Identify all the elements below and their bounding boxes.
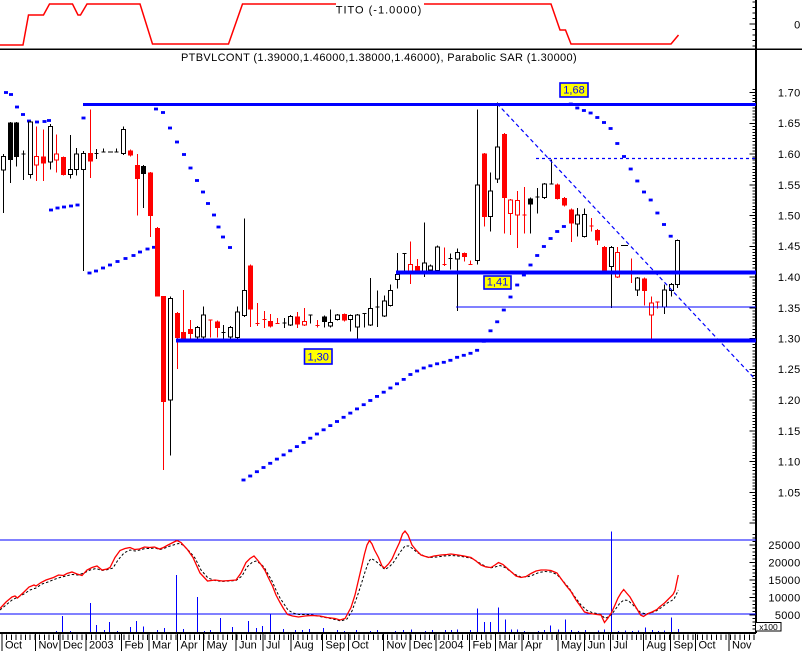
svg-text:Feb: Feb xyxy=(125,640,144,652)
svg-text:Sep: Sep xyxy=(326,640,346,652)
svg-text:20000: 20000 xyxy=(768,558,800,570)
svg-text:Dec: Dec xyxy=(63,640,83,652)
svg-text:1.45: 1.45 xyxy=(778,241,801,253)
svg-text:x100: x100 xyxy=(759,622,778,632)
svg-text:1.50: 1.50 xyxy=(778,211,801,223)
svg-text:Oct: Oct xyxy=(699,640,716,652)
svg-text:Jun: Jun xyxy=(239,640,257,652)
svg-text:1.10: 1.10 xyxy=(778,457,801,469)
svg-text:5000: 5000 xyxy=(775,610,801,622)
svg-text:10000: 10000 xyxy=(768,593,800,605)
svg-text:1.40: 1.40 xyxy=(778,272,801,284)
svg-text:1.70: 1.70 xyxy=(778,88,801,100)
svg-text:1.25: 1.25 xyxy=(778,364,801,376)
svg-text:Oct: Oct xyxy=(352,640,369,652)
svg-text:Dec: Dec xyxy=(413,640,433,652)
svg-text:Mar: Mar xyxy=(499,640,518,652)
svg-text:1.60: 1.60 xyxy=(778,149,801,161)
svg-text:May: May xyxy=(561,640,582,652)
svg-text:Jul: Jul xyxy=(266,640,280,652)
svg-text:Nov: Nov xyxy=(732,640,752,652)
svg-text:Jul: Jul xyxy=(614,640,628,652)
svg-text:1,30: 1,30 xyxy=(307,352,328,364)
svg-text:Aug: Aug xyxy=(647,640,667,652)
svg-text:Aug: Aug xyxy=(294,640,314,652)
svg-text:15000: 15000 xyxy=(768,575,800,587)
svg-text:1.65: 1.65 xyxy=(778,118,801,130)
svg-text:Apr: Apr xyxy=(181,640,198,652)
svg-text:Nov: Nov xyxy=(39,640,59,652)
svg-text:1.30: 1.30 xyxy=(778,334,801,346)
svg-text:Oct: Oct xyxy=(5,640,22,652)
svg-text:1.15: 1.15 xyxy=(778,426,801,438)
svg-text:Feb: Feb xyxy=(473,640,492,652)
svg-text:PTBVLCONT (1.39000,1.46000,1.3: PTBVLCONT (1.39000,1.46000,1.38000,1.460… xyxy=(181,52,577,64)
svg-text:Jun: Jun xyxy=(588,640,606,652)
svg-text:2004: 2004 xyxy=(439,640,463,652)
svg-text:25000: 25000 xyxy=(768,540,800,552)
svg-text:2003: 2003 xyxy=(89,640,113,652)
svg-text:1,41: 1,41 xyxy=(487,277,508,289)
svg-text:1.55: 1.55 xyxy=(778,180,801,192)
svg-text:1.35: 1.35 xyxy=(778,303,801,315)
svg-text:1,68: 1,68 xyxy=(563,85,584,97)
svg-text:1.20: 1.20 xyxy=(778,395,801,407)
svg-text:0: 0 xyxy=(794,20,800,32)
svg-text:May: May xyxy=(207,640,228,652)
svg-text:Mar: Mar xyxy=(152,640,171,652)
svg-text:1.05: 1.05 xyxy=(778,487,801,499)
svg-text:Nov: Nov xyxy=(387,640,407,652)
svg-text:Sep: Sep xyxy=(674,640,694,652)
svg-text:Apr: Apr xyxy=(525,640,542,652)
svg-text:TITO (-1.0000): TITO (-1.0000) xyxy=(336,5,423,17)
